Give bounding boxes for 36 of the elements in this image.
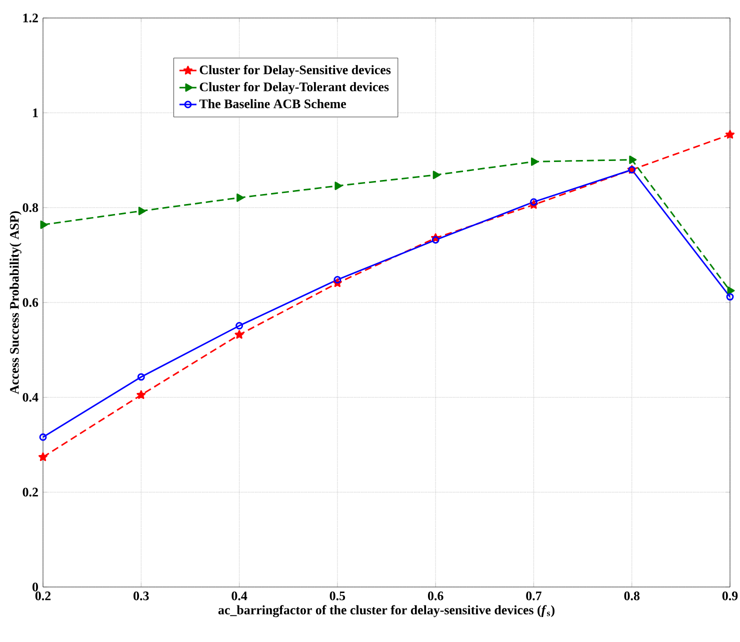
point xyxy=(727,286,735,295)
point xyxy=(629,156,637,164)
point xyxy=(138,206,146,216)
y-tick-label: 0.2 xyxy=(22,488,38,497)
point xyxy=(334,276,342,284)
point xyxy=(334,182,342,190)
y-tick-label: 1 xyxy=(33,108,38,118)
y-tick-label: 0.6 xyxy=(22,298,38,307)
point xyxy=(136,390,146,399)
x-tick-label: 0.6 xyxy=(428,592,444,600)
point xyxy=(38,452,48,462)
point xyxy=(236,322,244,330)
y-axis-title: Access Success Probability( ASP) xyxy=(10,211,22,394)
x-tick-label: 0.5 xyxy=(330,592,346,600)
x-tick-label: 0.7 xyxy=(526,592,542,600)
legend-label: Cluster for Delay-Tolerant devices xyxy=(200,82,389,94)
point xyxy=(432,170,440,180)
legend-label: Cluster for Delay-Sensitive devices xyxy=(200,64,391,77)
x-axis-title: ac_barringfactor of the cluster for delay-sensitive devices (f$_{s}$) xyxy=(218,605,554,618)
point xyxy=(530,198,538,206)
legend-label: The Baseline ACB Scheme xyxy=(199,99,346,108)
x-tick-label: 0.3 xyxy=(134,592,149,600)
point xyxy=(725,130,735,139)
x-tick-label: 0.8 xyxy=(624,592,640,600)
y-tick-label: 0.4 xyxy=(22,392,38,402)
point xyxy=(137,373,145,381)
y-tick-label: 1.2 xyxy=(23,14,38,22)
point xyxy=(236,194,244,202)
x-tick-label: 0.9 xyxy=(722,592,738,600)
x-tick-label: 0.4 xyxy=(232,592,248,600)
point xyxy=(234,330,244,339)
y-tick-label: 0 xyxy=(32,582,38,592)
y-tick-label: 0.8 xyxy=(22,203,38,212)
point xyxy=(432,236,440,244)
point xyxy=(530,157,538,166)
point xyxy=(40,220,48,229)
